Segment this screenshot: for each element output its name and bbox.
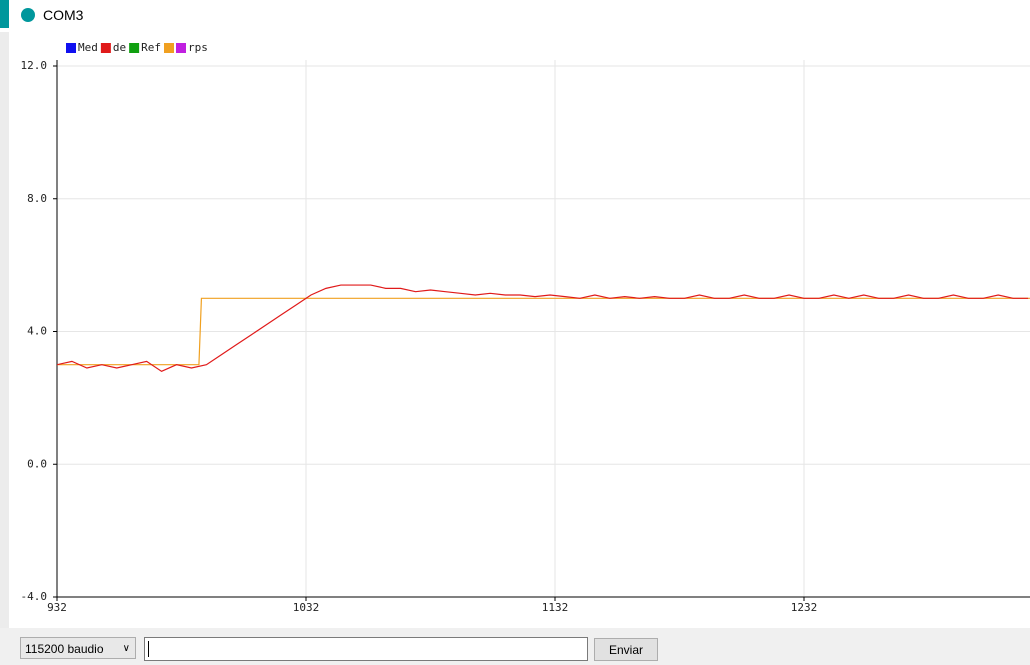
background-window-edge [0, 0, 9, 28]
legend-swatch [176, 43, 186, 53]
x-tick-label: 1232 [791, 601, 818, 614]
baud-label: 115200 baudio [25, 642, 104, 656]
x-tick-label: 1132 [542, 601, 569, 614]
plot-area [57, 284, 1030, 373]
legend-label: Ref [141, 41, 161, 54]
legend-swatch [164, 43, 174, 53]
legend-swatch [100, 43, 111, 53]
baud-select[interactable]: 115200 baudio ∨ [20, 637, 136, 659]
series-line [57, 284, 1029, 373]
title-bar: COM3 [0, 0, 1030, 32]
series-line [57, 297, 1030, 366]
app-icon [21, 8, 35, 22]
x-tick-label: 932 [47, 601, 67, 614]
legend-swatch [66, 43, 76, 53]
window-title: COM3 [43, 7, 84, 23]
caret [148, 641, 149, 657]
dropdown-arrow: ∨ [122, 643, 130, 654]
chart: -4.0 0.0 4.0 8.0 12.0 932 1032 1132 1232 Med de Ref… [0, 32, 1030, 628]
legend-label: Med [78, 41, 98, 54]
legend-label: rps [188, 41, 208, 54]
y-tick-label: 4.0 [27, 325, 47, 338]
y-tick-label: 12.0 [21, 59, 48, 72]
legend-label: de [113, 41, 126, 54]
y-tick-label: -4.0 [21, 590, 48, 603]
legend-swatch [129, 43, 140, 53]
send-input[interactable] [144, 637, 588, 661]
background-window-edge [0, 32, 9, 628]
y-tick-label: 8.0 [27, 192, 47, 205]
send-button[interactable]: Enviar [594, 638, 658, 661]
y-tick-label: 0.0 [27, 457, 47, 470]
x-tick-label: 1032 [293, 601, 320, 614]
control-bar: 115200 baudio ∨ Enviar [0, 628, 1030, 665]
